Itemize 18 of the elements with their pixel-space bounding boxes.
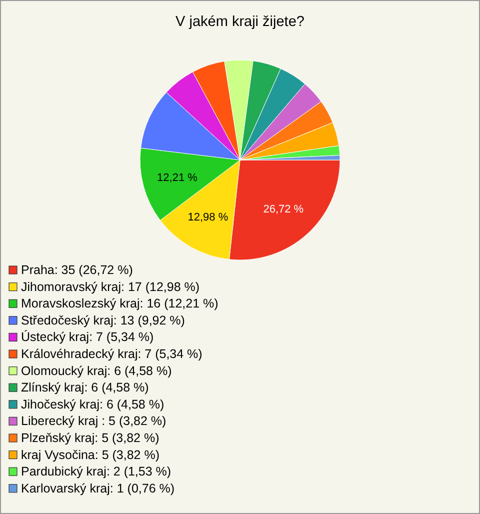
data-label: 12,98 % [188,212,228,224]
legend-label: Středočeský kraj: 13 (9,92 %) [21,313,185,328]
data-label: 26,72 % [263,203,304,216]
legend-label: Jihomoravský kraj: 17 (12,98 %) [21,280,200,294]
legend-label: Jihočeský kraj: 6 (4,58 %) [21,397,164,412]
legend-label: kraj Vysočina: 5 (3,82 %) [21,448,160,462]
legend-label: Moravskoslezský kraj: 16 (12,21 %) [21,296,218,311]
legend-label: Zlínský kraj: 6 (4,58 %) [21,380,149,395]
legend-label: Karlovarský kraj: 1 (0,76 %) [21,481,175,496]
legend-label: Pardubický kraj: 2 (1,53 %) [21,464,172,479]
legend-label: Praha: 35 (26,72 %) [21,263,133,277]
legend-label: Plzeňský kraj: 5 (3,82 %) [21,431,160,445]
legend-label: Ústecký kraj: 7 (5,34 %) [21,330,154,344]
legend-label: Liberecký kraj : 5 (3,82 %) [21,414,166,428]
chart-title: V jakém kraji žijete? [176,14,304,30]
data-label: 12,21 % [157,172,198,184]
legend-label: Královéhradecký kraj: 7 (5,34 %) [21,347,202,361]
legend-label: Olomoucký kraj: 6 (4,58 %) [21,364,172,378]
